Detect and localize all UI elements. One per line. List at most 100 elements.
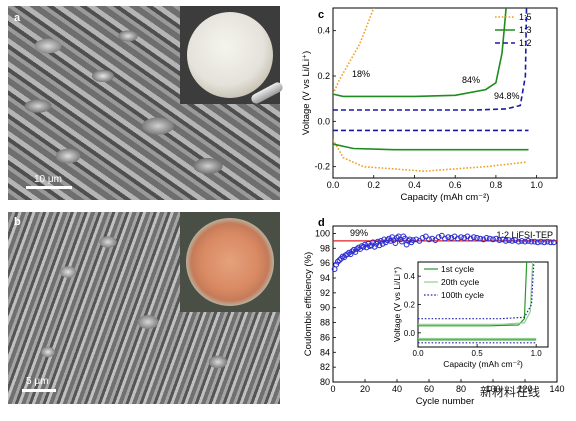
data-point — [477, 235, 484, 242]
inset-series — [418, 262, 537, 344]
data-point — [474, 235, 480, 241]
inset-xtick-label: 0.5 — [472, 349, 484, 358]
legend-label: 1:5 — [519, 12, 532, 22]
chart-d-ytick-label: 86 — [320, 332, 330, 342]
data-point — [467, 235, 474, 242]
data-point — [541, 239, 548, 246]
data-point — [534, 239, 541, 246]
data-point — [486, 235, 493, 242]
data-point — [432, 237, 439, 244]
chart-c-xtick-label: 0.8 — [490, 180, 503, 190]
chart-d-frame — [332, 225, 558, 383]
chart-d-xtick-label: 100 — [485, 384, 500, 394]
scale-bar-label-a: 10 μm — [34, 174, 62, 185]
data-point — [438, 232, 445, 239]
annotation-label: 84% — [462, 75, 480, 85]
data-point — [435, 234, 442, 241]
chart-c-xtick-label: 0.6 — [449, 180, 462, 190]
inset-xlabel: Capacity (mAh cm⁻²) — [443, 359, 523, 369]
data-point — [410, 237, 416, 244]
photo-inset-a — [180, 6, 285, 106]
chart-d-ytick-label: 88 — [320, 318, 330, 328]
inset-line-charge — [418, 262, 528, 327]
data-point — [461, 235, 468, 241]
data-point — [544, 238, 551, 245]
data-point — [515, 238, 522, 245]
electrode-disc-orange — [186, 218, 274, 306]
scale-bar-b — [22, 389, 56, 392]
chart-c-series — [333, 8, 529, 173]
chart-d-ytick-label: 100 — [315, 228, 330, 238]
chart-c: 0.0 0.2 0.4 0.6 0.8 1.0 -0.2 0.0 0.2 0.4 Capacity … — [301, 7, 558, 203]
data-point — [499, 236, 506, 243]
inset-line-charge — [418, 262, 534, 325]
chart-d: 0 20 40 60 80 100 120 140 80 82 84 86 88 90 92 94 96 98 10… — [303, 217, 565, 407]
chart-d-xtick-label: 60 — [424, 384, 434, 394]
chart-c-ytick-label: 0.4 — [317, 26, 330, 36]
chart-c-ytick-label: 0.0 — [317, 116, 330, 126]
chart-d-ytick-label: 96 — [320, 258, 330, 268]
data-point — [429, 235, 436, 242]
data-point — [506, 237, 512, 244]
data-point — [518, 238, 525, 244]
chart-d-xtick-label: 0 — [330, 384, 335, 394]
chart-c-ytick-label: 0.2 — [317, 71, 330, 81]
chart-c-xtick-label: 0.0 — [327, 180, 340, 190]
series-line-1-5-discharge — [333, 139, 527, 173]
data-point — [445, 234, 452, 241]
data-point — [392, 240, 399, 247]
data-point — [538, 238, 544, 245]
chart-d-ylabel: Coulombic efficiency (%) — [303, 252, 314, 356]
chart-d-ytick-label: 80 — [320, 377, 330, 387]
data-point — [550, 239, 557, 246]
data-point — [334, 258, 341, 265]
chart-d-xtick-label: 40 — [392, 384, 402, 394]
chart-d-ytick-label: 82 — [320, 362, 330, 372]
inset-xtick-label: 0.0 — [412, 349, 424, 358]
chart-d-ytick-label: 98 — [320, 243, 330, 253]
data-point — [352, 249, 359, 255]
chart-d-xtick-label: 20 — [360, 384, 370, 394]
data-point — [413, 236, 420, 243]
data-point — [384, 237, 391, 244]
data-point — [442, 235, 448, 242]
data-point — [346, 249, 352, 256]
data-point — [454, 235, 461, 242]
data-point — [496, 237, 503, 244]
reference-line-label: 99% — [350, 228, 368, 238]
data-point — [531, 238, 538, 245]
data-point — [349, 248, 356, 255]
data-point — [354, 246, 360, 252]
data-point — [490, 236, 496, 243]
chart-c-ylabel: Voltage (V vs Li/Li⁺) — [301, 51, 312, 135]
panel-label-b: b — [14, 216, 21, 228]
inset-legend-label: 100th cycle — [441, 290, 484, 300]
chart-d-xtick-label: 140 — [549, 384, 564, 394]
data-point — [422, 233, 429, 240]
data-point — [547, 239, 554, 246]
panel-label-c: c — [318, 9, 324, 21]
data-point — [528, 238, 535, 245]
data-point — [394, 235, 400, 241]
data-point — [426, 236, 432, 243]
data-point — [344, 251, 351, 258]
chart-d-ytick-label: 84 — [320, 347, 330, 357]
legend-label: 1:3 — [519, 25, 532, 35]
data-point — [512, 237, 519, 244]
data-point — [419, 235, 426, 241]
data-point — [525, 238, 532, 244]
chart-d-ytick-label: 90 — [320, 303, 330, 313]
inset-legend-label: 20th cycle — [441, 277, 480, 287]
chart-c-xtick-label: 0.4 — [408, 180, 421, 190]
data-point — [483, 235, 490, 241]
inset-ytick-label: 0.2 — [404, 301, 416, 310]
inset-ylabel: Voltage (V vs Li/Li⁺) — [392, 267, 402, 343]
chart-d-ytick-label: 94 — [320, 273, 330, 283]
watermark-text: 新材料在线 — [480, 385, 541, 399]
data-point — [347, 251, 354, 258]
data-point — [522, 238, 528, 245]
chart-c-ytick-label: -0.2 — [314, 162, 330, 172]
chart-d-title: 1:2 LiFSI-TEP — [496, 230, 553, 240]
chart-d-xtick-label: 120 — [517, 384, 532, 394]
data-point — [493, 235, 500, 242]
